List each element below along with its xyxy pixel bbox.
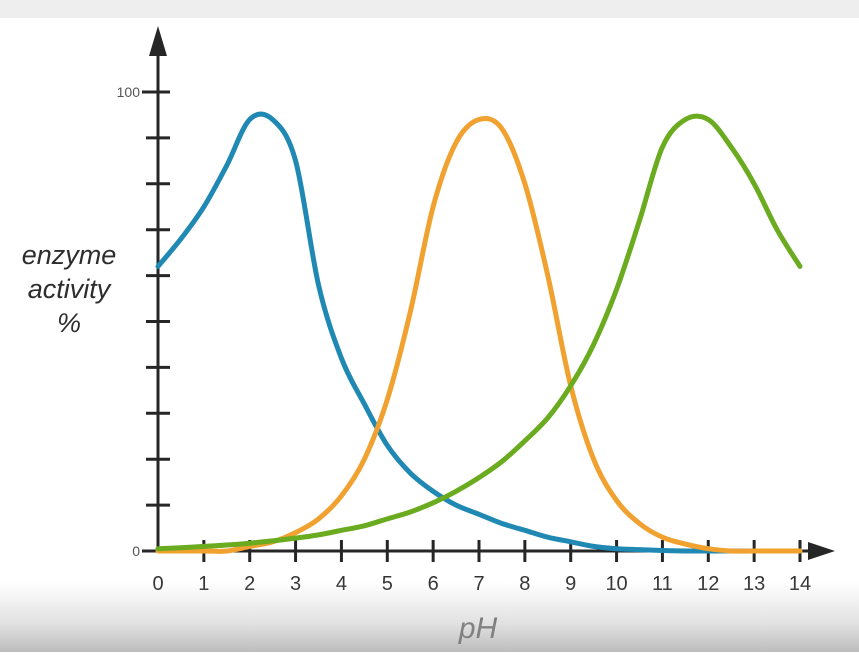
x-tick-label-10: 10 bbox=[605, 573, 627, 595]
x-tick-label-13: 13 bbox=[743, 573, 765, 595]
x-tick-label-12: 12 bbox=[697, 573, 719, 595]
x-tick-label-3: 3 bbox=[290, 573, 301, 595]
series-line-1 bbox=[155, 111, 803, 554]
top-strip bbox=[0, 0, 859, 18]
y-tick-label-100: 100 bbox=[117, 84, 141, 100]
x-tick-label-0: 0 bbox=[152, 573, 163, 595]
y-axis-label-line-1: enzyme bbox=[21, 240, 117, 270]
x-axis-label: pH bbox=[458, 612, 498, 645]
x-tick-label-6: 6 bbox=[428, 573, 439, 595]
y-axis-label: enzyme activity % bbox=[4, 238, 134, 340]
x-tick-label-8: 8 bbox=[519, 573, 530, 595]
y-axis-label-line-2: activity bbox=[27, 274, 111, 304]
x-axis-arrow bbox=[808, 542, 835, 560]
x-tick-label-9: 9 bbox=[565, 573, 576, 595]
x-tick-label-5: 5 bbox=[382, 573, 393, 595]
x-tick-label-2: 2 bbox=[244, 573, 255, 595]
x-tick-label-14: 14 bbox=[789, 573, 811, 595]
x-tick-label-4: 4 bbox=[336, 573, 347, 595]
series-line-3 bbox=[155, 113, 803, 552]
y-axis-label-line-3: % bbox=[56, 308, 81, 338]
y-axis-arrow bbox=[149, 26, 167, 56]
x-tick-label-7: 7 bbox=[473, 573, 484, 595]
x-tick-label-11: 11 bbox=[652, 573, 673, 595]
series-line-2 bbox=[155, 115, 803, 554]
y-tick-label-0: 0 bbox=[132, 543, 140, 559]
x-tick-label-1: 1 bbox=[198, 573, 209, 595]
